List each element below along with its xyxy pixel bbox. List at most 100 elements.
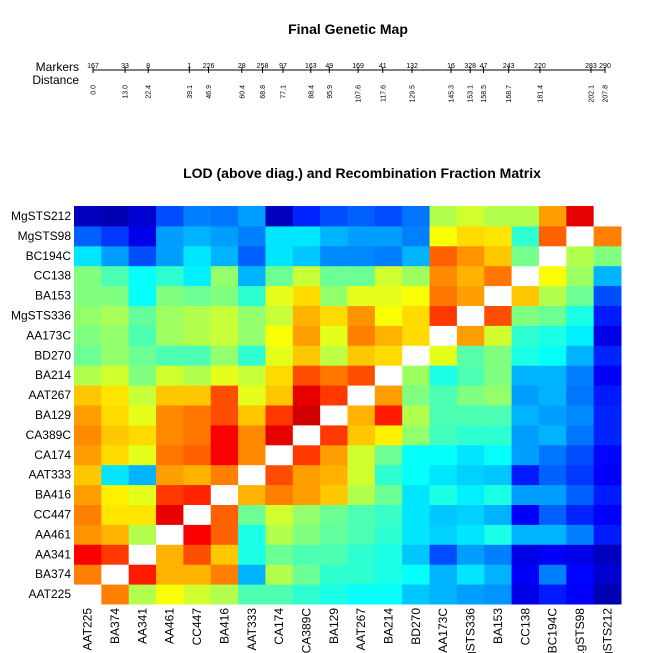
heatmap-cell-BC194C-AAT333 [238, 245, 266, 267]
marker-label: 283 [585, 63, 597, 70]
heatmap-cell-MgSTS336-BA214 [374, 305, 403, 326]
heatmap-cell-CA389C-CA174 [265, 424, 294, 446]
heatmap-cell-CC447-MgSTS212 [593, 504, 622, 525]
heatmap-cell-MgSTS212-CC138 [511, 206, 540, 227]
heatmap-cell-BA214-CC447 [183, 365, 212, 386]
heatmap-cell-MgSTS336-CC447 [183, 305, 212, 326]
x-tick-label: CA389C [300, 608, 314, 653]
heatmap-cell-AAT225-BA374 [101, 584, 130, 605]
heatmap-cell-BA153-BA416 [210, 285, 239, 306]
heatmap-cell-MgSTS336-AA341 [128, 305, 157, 326]
heatmap-cell-AAT225-MgSTS212 [593, 584, 622, 605]
heatmap-cell-BA416-BD270 [402, 484, 431, 505]
heatmap-cell-BA153-CC447 [183, 285, 212, 306]
heatmap-cell-BA129-CC447 [183, 405, 212, 426]
heatmap-cell-CA389C-MgSTS98 [566, 424, 595, 446]
heatmap-cell-CC138-BA374 [101, 265, 130, 287]
heatmap-cell-AA341-BA416 [210, 544, 239, 565]
heatmap-cell-BC194C-AA173C [429, 245, 458, 267]
heatmap-cell-BD270-BC194C [538, 345, 567, 366]
heatmap-cell-BA214-BA153 [484, 365, 513, 386]
heatmap-cell-AA341-MgSTS98 [566, 544, 595, 565]
heatmap-cell-AA461-BA416 [210, 524, 239, 545]
x-tick-label: BC194C [546, 608, 560, 653]
heatmap-cell-MgSTS212-MgSTS98 [566, 206, 595, 227]
heatmap-cell-AAT333-AAT333 [238, 464, 266, 486]
heatmap-cell-CA174-BA129 [320, 444, 348, 466]
heatmap-cell-BA153-CC138 [511, 285, 540, 306]
heatmap-cell-BC194C-BD270 [402, 245, 431, 267]
heatmap-cell-BD270-AAT225 [74, 345, 102, 366]
marker-label: 132 [406, 63, 418, 70]
heatmap [74, 206, 622, 605]
heatmap-y-labels: AAT225 BA374 AA341 AA461 CC447 BA416 AAT333 CA1… [11, 209, 71, 601]
heatmap-cell-CA174-CC447 [183, 444, 212, 466]
heatmap-cell-AAT267-AAT267 [347, 385, 376, 406]
x-tick-label: CC138 [518, 608, 532, 646]
heatmap-cell-MgSTS336-BA416 [210, 305, 239, 326]
y-tick-label: CA389C [26, 428, 72, 442]
heatmap-cell-BC194C-AA341 [128, 245, 157, 267]
heatmap-cell-AA173C-AAT267 [347, 325, 376, 346]
heatmap-cell-BA374-CC447 [183, 564, 212, 585]
heatmap-cell-BA214-AA461 [156, 365, 184, 386]
heatmap-cell-AA461-MgSTS212 [593, 524, 622, 545]
heatmap-cell-CC447-AAT225 [74, 504, 102, 525]
heatmap-cell-BC194C-AAT225 [74, 245, 102, 267]
heatmap-cell-AA341-AA173C [429, 544, 458, 565]
heatmap-cell-BA129-AAT333 [238, 405, 266, 426]
heatmap-cell-AA173C-CA389C [292, 325, 321, 346]
heatmap-cell-BC194C-CC447 [183, 245, 212, 267]
heatmap-cell-BA129-CC138 [511, 405, 540, 426]
heatmap-cell-AA461-AAT225 [74, 524, 102, 545]
heatmap-cell-BA374-AAT267 [347, 564, 376, 585]
heatmap-cell-CC138-BC194C [538, 265, 567, 287]
heatmap-cell-CA174-BA416 [210, 444, 239, 466]
heatmap-cell-BA129-AA461 [156, 405, 184, 426]
heatmap-cell-AA173C-AAT333 [238, 325, 266, 346]
heatmap-cell-CA174-AA173C [429, 444, 458, 466]
heatmap-cell-CC447-CA174 [265, 504, 294, 525]
heatmap-cell-CA174-BA153 [484, 444, 513, 466]
heatmap-cell-MgSTS98-MgSTS336 [456, 225, 485, 247]
heatmap-cell-BA129-BA214 [374, 405, 403, 426]
heatmap-cell-BD270-BA374 [101, 345, 130, 366]
heatmap-cell-CC447-CC447 [183, 504, 212, 525]
heatmap-cell-AA341-AA461 [156, 544, 184, 565]
heatmap-cell-CC138-BA153 [484, 265, 513, 287]
heatmap-cell-BA416-BA153 [484, 484, 513, 505]
heatmap-cell-CC138-BA129 [320, 265, 348, 287]
heatmap-cell-MgSTS336-CC138 [511, 305, 540, 326]
heatmap-cell-AA461-CA174 [265, 524, 294, 545]
heatmap-cell-AA173C-BD270 [402, 325, 431, 346]
heatmap-cell-CA389C-AAT333 [238, 424, 266, 446]
y-tick-label: BC194C [26, 249, 72, 263]
distance-label: 46.9 [206, 85, 213, 99]
marker-label: 16 [447, 63, 455, 70]
distance-label: 207.8 [603, 85, 610, 103]
heatmap-cell-BA129-MgSTS212 [593, 405, 622, 426]
heatmap-cell-MgSTS212-AA173C [429, 206, 458, 227]
heatmap-cell-CC138-MgSTS98 [566, 265, 595, 287]
heatmap-cell-BD270-AA173C [429, 345, 458, 366]
marker-label: 49 [325, 63, 333, 70]
heatmap-cell-MgSTS336-MgSTS98 [566, 305, 595, 326]
distance-label: 153.1 [468, 85, 475, 103]
heatmap-cell-CC447-BA416 [210, 504, 239, 525]
heatmap-cell-AAT267-AAT225 [74, 385, 102, 406]
heatmap-cell-BA153-AA341 [128, 285, 157, 306]
heatmap-cell-CC138-CC138 [511, 265, 540, 287]
heatmap-cell-BA129-BD270 [402, 405, 431, 426]
heatmap-cell-BC194C-BA129 [320, 245, 348, 267]
heatmap-cell-AAT333-BA153 [484, 464, 513, 486]
x-tick-label: BA129 [327, 608, 341, 644]
heatmap-cell-AAT333-MgSTS98 [566, 464, 595, 486]
heatmap-cell-AAT225-AAT267 [347, 584, 376, 605]
heatmap-cell-AAT225-BA129 [320, 584, 348, 605]
heatmap-cell-BA214-MgSTS98 [566, 365, 595, 386]
heatmap-cell-AAT267-BA214 [374, 385, 403, 406]
heatmap-cell-AAT267-BA129 [320, 385, 348, 406]
heatmap-cell-BA374-BA129 [320, 564, 348, 585]
heatmap-cell-AA461-BA374 [101, 524, 130, 545]
heatmap-cell-AA341-CA174 [265, 544, 294, 565]
